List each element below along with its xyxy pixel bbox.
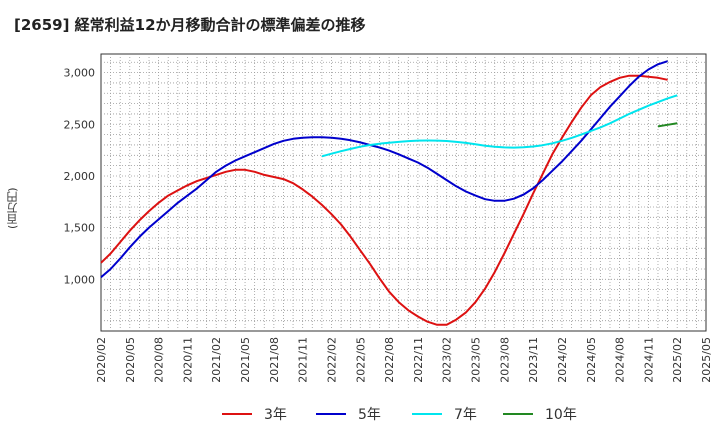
legend-swatch (503, 413, 533, 415)
x-tick-label: 2023/08 (498, 337, 511, 383)
x-tick-label: 2020/02 (95, 337, 108, 383)
series-line-3 (321, 94, 678, 158)
x-tick-label: 2025/05 (700, 337, 713, 383)
x-tick-label: 2022/08 (383, 337, 396, 383)
series-line-4 (657, 122, 678, 128)
x-tick-label: 2021/02 (210, 337, 223, 383)
y-tick-label: 1,500 (64, 222, 96, 235)
x-tick-label: 2021/11 (297, 337, 310, 383)
legend-item: 3年 (222, 402, 287, 426)
x-tick-label: 2020/05 (124, 337, 137, 383)
x-tick-label: 2024/05 (585, 337, 598, 383)
legend-item: 5年 (316, 402, 381, 426)
legend-label: 5年 (358, 407, 381, 423)
legend-label: 3年 (264, 407, 287, 423)
x-tick-label: 2023/02 (441, 337, 454, 383)
x-tick-label: 2020/11 (181, 337, 194, 383)
x-tick-label: 2022/11 (412, 337, 425, 383)
legend-swatch (412, 413, 442, 415)
x-tick-label: 2022/02 (325, 337, 338, 383)
y-tick-label: 3,000 (64, 67, 96, 80)
x-tick-label: 2021/05 (239, 337, 252, 383)
x-tick-label: 2023/11 (527, 337, 540, 383)
y-tick-label: 2,500 (64, 118, 96, 131)
legend-swatch (316, 413, 346, 415)
series-line-2 (100, 60, 668, 279)
legend-item: 10年 (503, 402, 577, 426)
legend-swatch (222, 413, 252, 415)
x-tick-label: 2023/05 (470, 337, 483, 383)
y-tick-label: 2,000 (64, 170, 96, 183)
legend-label: 10年 (545, 407, 577, 423)
x-tick-label: 2022/05 (354, 337, 367, 383)
y-tick-label: 1,000 (64, 273, 96, 286)
plot-area (100, 53, 707, 332)
x-tick-label: 2025/02 (671, 337, 684, 383)
x-tick-label: 2021/08 (268, 337, 281, 383)
series-line-1 (100, 74, 668, 326)
x-tick-label: 2024/02 (556, 337, 569, 383)
chart-title: [2659] 経常利益12か月移動合計の標準偏差の推移 (14, 16, 366, 34)
x-tick-label: 2024/08 (614, 337, 627, 383)
legend-label: 7年 (454, 407, 477, 423)
x-tick-label: 2024/11 (642, 337, 655, 383)
legend-item: 7年 (412, 402, 477, 426)
x-tick-label: 2020/08 (153, 337, 166, 383)
